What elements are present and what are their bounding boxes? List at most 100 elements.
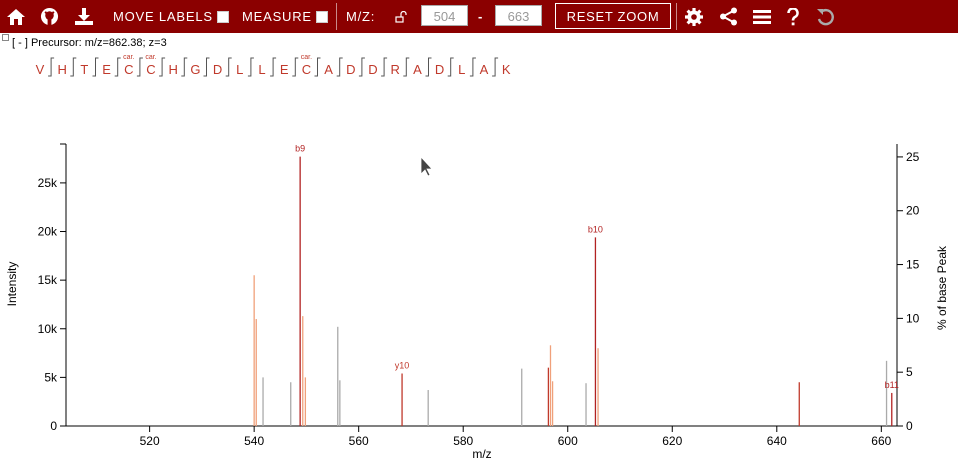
cleavage-marker	[469, 57, 476, 77]
residue[interactable]: E	[102, 62, 111, 77]
y-axis: 0 5k 10k 15k 20k 25k	[38, 143, 67, 433]
reset-zoom-button[interactable]: RESET ZOOM	[555, 3, 671, 29]
residue[interactable]: E	[280, 62, 289, 77]
y-tick-label: 0	[50, 419, 57, 433]
residue[interactable]: R	[391, 62, 400, 77]
residue[interactable]: L	[236, 62, 243, 77]
peaks: b9 y10 b10 b11	[253, 144, 899, 426]
divider	[676, 3, 677, 30]
residue[interactable]: D	[368, 62, 377, 77]
mz-dash-wrap: -	[478, 0, 483, 33]
x-tick-label: 560	[349, 434, 369, 448]
modification-label: car.	[301, 54, 312, 61]
y2-tick-label: 5	[906, 365, 913, 379]
spectrum-chart: 520 540 560 580 600 620 640 660 05k10k15k20k25k…	[5, 143, 949, 461]
modification-label: car.	[145, 54, 156, 61]
residue[interactable]: G	[190, 62, 200, 77]
y2-tick-label: 25	[906, 150, 920, 164]
peak-label[interactable]: b10	[588, 224, 603, 234]
residue[interactable]: K	[502, 62, 511, 77]
residue[interactable]: L	[258, 62, 265, 77]
undo-icon[interactable]	[815, 0, 835, 33]
share-icon[interactable]	[719, 0, 738, 33]
cleavage-marker	[203, 57, 210, 77]
precursor-info: [ - ] Precursor: m/z=862.38; z=3	[12, 37, 167, 49]
peak-label[interactable]: b9	[295, 144, 305, 154]
precursor-text: Precursor: m/z=862.38; z=3	[30, 37, 167, 49]
y2-tick-label: 0	[906, 419, 913, 433]
mz-label: M/Z:	[346, 9, 376, 24]
measure-checkbox[interactable]	[315, 10, 328, 23]
x-tick-label: 580	[453, 434, 473, 448]
residue[interactable]: V	[36, 62, 45, 77]
residue[interactable]: D	[346, 62, 355, 77]
collapse-handle[interactable]	[2, 34, 9, 41]
residue[interactable]: D	[435, 62, 444, 77]
cursor-icon	[420, 155, 433, 177]
y-tick-label: 15k	[38, 273, 58, 287]
toolbar: MOVE LABELS MEASURE M/Z: 504 - 663 RESET…	[0, 0, 958, 33]
measure-toggle[interactable]: MEASURE	[242, 0, 328, 33]
help-icon[interactable]	[787, 0, 799, 33]
gear-icon[interactable]	[684, 0, 704, 33]
y2-tick-label: 20	[906, 204, 920, 218]
x-tick-label: 540	[244, 434, 264, 448]
y-tick-label: 10k	[38, 322, 58, 336]
mz-to-input[interactable]: 663	[495, 5, 542, 26]
residue[interactable]: D	[213, 62, 222, 77]
residue[interactable]: A	[480, 62, 489, 77]
cleavage-marker	[447, 57, 454, 77]
cleavage-marker	[270, 57, 277, 77]
cleavage-marker	[314, 57, 321, 77]
precursor-toggle[interactable]: [ - ]	[12, 37, 28, 49]
cleavage-marker	[70, 57, 77, 77]
residue[interactable]: H	[169, 62, 178, 77]
menu-icon[interactable]	[753, 0, 771, 33]
cleavage-marker	[247, 57, 254, 77]
mz-dash: -	[478, 9, 484, 24]
x-tick-label: 640	[767, 434, 787, 448]
residue[interactable]: L	[458, 62, 465, 77]
peak-label[interactable]: b11	[885, 380, 899, 390]
cleavage-marker	[358, 57, 365, 77]
modification-label: car.	[123, 54, 134, 61]
cleavage-marker	[136, 57, 143, 77]
cleavage-marker	[492, 57, 499, 77]
cleavage-marker	[92, 57, 99, 77]
y-tick-label: 5k	[44, 370, 58, 384]
cleavage-marker	[225, 57, 232, 77]
residue[interactable]: H	[58, 62, 67, 77]
cleavage-marker	[48, 57, 55, 77]
lock-icon[interactable]	[395, 0, 407, 33]
y-tick-label: 25k	[38, 176, 58, 190]
cleavage-marker	[403, 57, 410, 77]
cleavage-marker	[181, 57, 188, 77]
residue[interactable]: C	[146, 62, 155, 77]
cleavage-marker	[381, 57, 388, 77]
residue[interactable]: A	[413, 62, 422, 77]
x-tick-label: 600	[558, 434, 578, 448]
move-labels-toggle[interactable]: MOVE LABELS	[113, 0, 229, 33]
cleavage-marker	[425, 57, 432, 77]
peak-label[interactable]: y10	[395, 360, 410, 370]
residue[interactable]: T	[80, 62, 88, 77]
y2-axis: 0 5 10 15 20 25	[896, 144, 920, 433]
move-labels-checkbox[interactable]	[216, 10, 229, 23]
github-icon[interactable]	[40, 0, 59, 33]
residue[interactable]: A	[324, 62, 333, 77]
download-icon[interactable]	[74, 0, 94, 33]
cleavage-marker	[292, 57, 299, 77]
x-tick-label: 620	[662, 434, 682, 448]
y-axis-label: Intensity	[5, 262, 19, 307]
mz-from-input[interactable]: 504	[421, 5, 468, 26]
measure-label: MEASURE	[242, 9, 312, 24]
residue[interactable]: C	[124, 62, 133, 77]
residue[interactable]: C	[302, 62, 311, 77]
x-axis: 520 540 560 580 600 620 640 660	[66, 425, 897, 448]
x-axis-label: m/z	[472, 447, 491, 461]
cleavage-marker	[336, 57, 343, 77]
move-labels-label: MOVE LABELS	[113, 9, 213, 24]
home-icon[interactable]	[6, 0, 26, 33]
divider	[336, 3, 337, 30]
